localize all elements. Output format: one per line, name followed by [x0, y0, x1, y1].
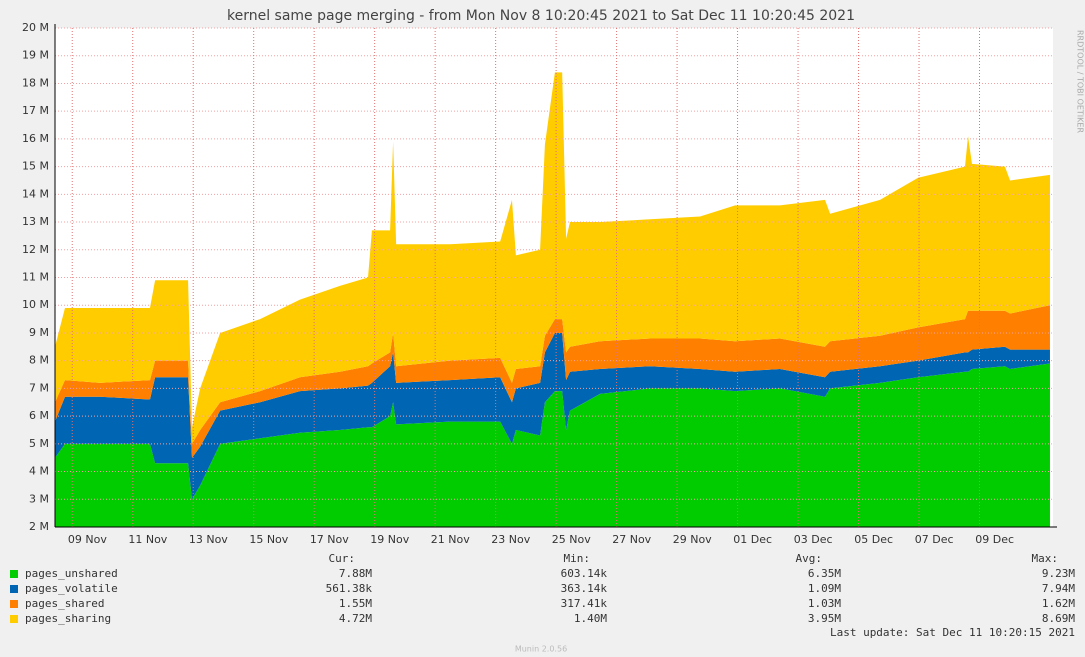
- y-tick-label: 11 M: [22, 271, 49, 284]
- x-tick-label: 09 Dec: [975, 533, 1014, 546]
- legend-value: 8.69M: [1042, 612, 1075, 625]
- legend-header: Max:: [1032, 552, 1059, 565]
- x-tick-label: 13 Nov: [189, 533, 228, 546]
- legend-value: 6.35M: [808, 567, 841, 580]
- y-tick-label: 19 M: [22, 49, 49, 62]
- y-tick-label: 5 M: [29, 437, 49, 450]
- legend-value: 561.38k: [326, 582, 373, 595]
- x-tick-label: 27 Nov: [612, 533, 651, 546]
- legend-value: 363.14k: [561, 582, 608, 595]
- legend-header: Avg:: [796, 552, 823, 565]
- legend-value: 3.95M: [808, 612, 841, 625]
- x-tick-label: 07 Dec: [915, 533, 954, 546]
- x-tick-label: 09 Nov: [68, 533, 107, 546]
- legend-label: pages_sharing: [25, 612, 111, 625]
- y-tick-label: 17 M: [22, 104, 49, 117]
- legend-value: 1.09M: [808, 582, 841, 595]
- y-tick-label: 2 M: [29, 520, 49, 533]
- legend-value: 9.23M: [1042, 567, 1075, 580]
- chart-title: kernel same page merging - from Mon Nov …: [227, 8, 855, 24]
- y-tick-label: 16 M: [22, 132, 49, 145]
- y-tick-label: 8 M: [29, 354, 49, 367]
- legend-value: 7.94M: [1042, 582, 1075, 595]
- y-tick-label: 9 M: [29, 326, 49, 339]
- y-tick-label: 3 M: [29, 492, 49, 505]
- y-tick-label: 13 M: [22, 215, 49, 228]
- y-tick-label: 10 M: [22, 298, 49, 311]
- y-tick-label: 6 M: [29, 409, 49, 422]
- legend-value: 317.41k: [561, 597, 608, 610]
- y-tick-label: 14 M: [22, 187, 49, 200]
- x-tick-label: 29 Nov: [673, 533, 712, 546]
- side-label: RRDTOOL / TOBI OETIKER: [1076, 30, 1085, 133]
- last-update: Last update: Sat Dec 11 10:20:15 2021: [830, 626, 1075, 639]
- footer: Munin 2.0.56: [515, 645, 567, 654]
- area: [55, 305, 1050, 458]
- x-tick-label: 23 Nov: [491, 533, 530, 546]
- x-tick-label: 05 Dec: [854, 533, 893, 546]
- y-tick-label: 4 M: [29, 465, 49, 478]
- x-tick-label: 15 Nov: [249, 533, 288, 546]
- legend-value: 603.14k: [561, 567, 608, 580]
- legend-header: Cur:: [329, 552, 356, 565]
- y-tick-label: 12 M: [22, 243, 49, 256]
- legend-label: pages_shared: [25, 597, 104, 610]
- legend-value: 4.72M: [339, 612, 372, 625]
- legend-value: 1.55M: [339, 597, 372, 610]
- legend-swatch: [10, 600, 18, 608]
- y-tick-label: 7 M: [29, 381, 49, 394]
- legend-swatch: [10, 570, 18, 578]
- legend-swatch: [10, 615, 18, 623]
- y-tick-label: 18 M: [22, 76, 49, 89]
- area: [55, 332, 1050, 500]
- legend-label: pages_volatile: [25, 582, 118, 595]
- y-tick-label: 15 M: [22, 160, 49, 173]
- legend-swatch: [10, 585, 18, 593]
- legend-value: 7.88M: [339, 567, 372, 580]
- areas: [55, 72, 1050, 527]
- x-tick-label: 19 Nov: [370, 533, 409, 546]
- area: [55, 72, 1050, 444]
- legend-label: pages_unshared: [25, 567, 118, 580]
- x-tick-label: 21 Nov: [431, 533, 470, 546]
- x-tick-label: 01 Dec: [733, 533, 772, 546]
- x-tick-label: 03 Dec: [794, 533, 833, 546]
- x-tick-label: 25 Nov: [552, 533, 591, 546]
- legend-value: 1.03M: [808, 597, 841, 610]
- legend-value: 1.40M: [574, 612, 607, 625]
- x-tick-label: 11 Nov: [128, 533, 167, 546]
- legend-header: Min:: [564, 552, 591, 565]
- legend-value: 1.62M: [1042, 597, 1075, 610]
- area: [55, 363, 1050, 527]
- y-tick-label: 20 M: [22, 21, 49, 34]
- x-tick-label: 17 Nov: [310, 533, 349, 546]
